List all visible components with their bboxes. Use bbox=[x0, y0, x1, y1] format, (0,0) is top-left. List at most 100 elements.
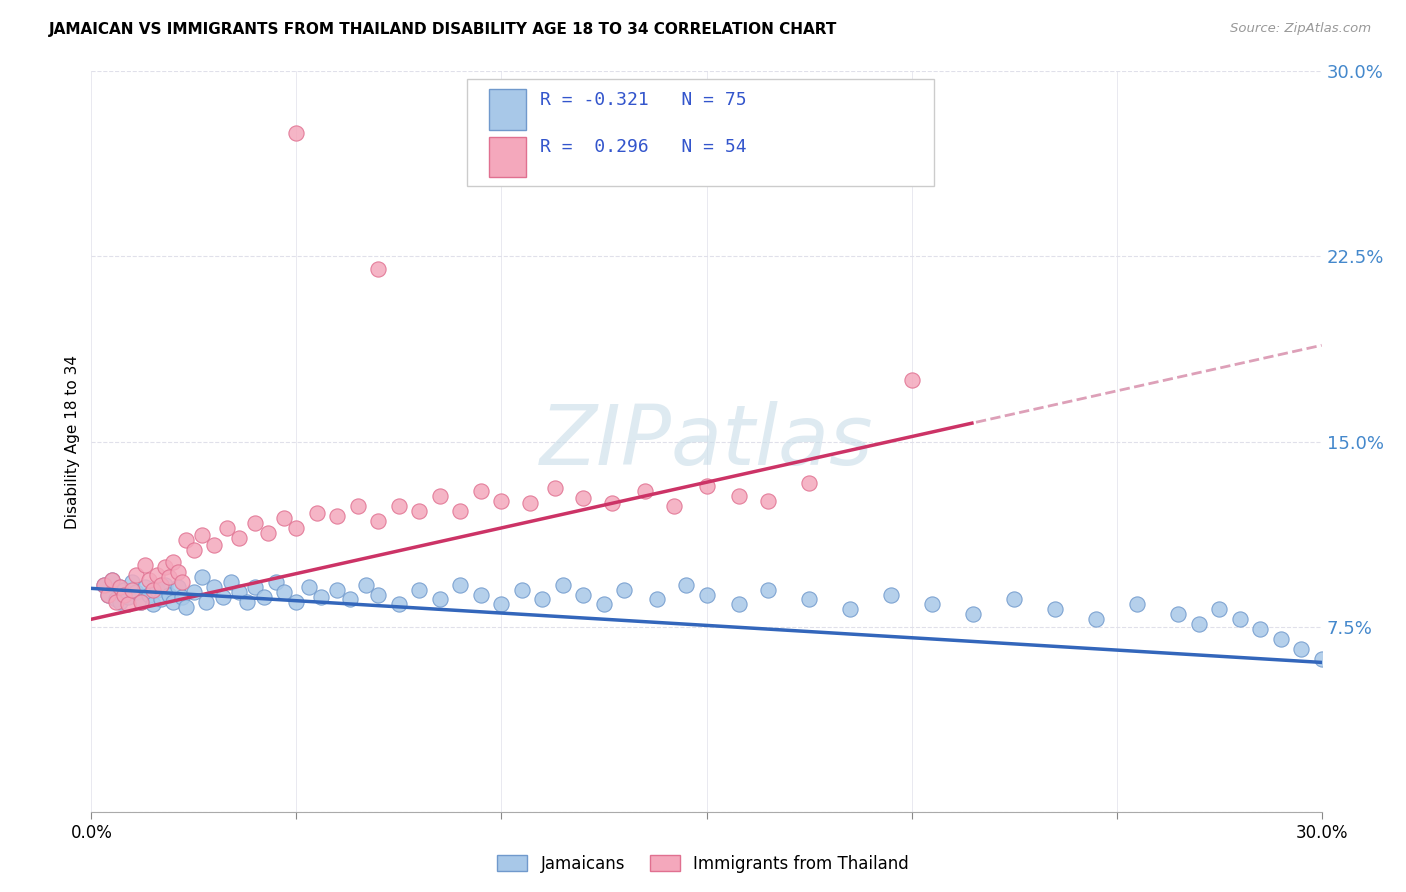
Point bbox=[339, 592, 361, 607]
Point bbox=[105, 595, 127, 609]
Bar bbox=[489, 89, 526, 130]
Point bbox=[121, 582, 143, 597]
Point bbox=[125, 585, 148, 599]
Point bbox=[675, 577, 697, 591]
Point bbox=[108, 580, 131, 594]
Point bbox=[880, 588, 903, 602]
Point bbox=[125, 567, 148, 582]
Point bbox=[839, 602, 862, 616]
Point bbox=[153, 577, 177, 591]
Point bbox=[142, 598, 165, 612]
Point bbox=[388, 499, 411, 513]
Point bbox=[1002, 592, 1025, 607]
Point bbox=[519, 496, 541, 510]
Point bbox=[93, 577, 115, 591]
Point bbox=[170, 575, 193, 590]
Point bbox=[921, 598, 943, 612]
Point bbox=[728, 489, 751, 503]
Point bbox=[117, 590, 139, 604]
Point bbox=[531, 592, 554, 607]
Point bbox=[1270, 632, 1292, 646]
Point bbox=[236, 595, 259, 609]
Point bbox=[162, 556, 184, 570]
Point bbox=[174, 599, 197, 614]
Point bbox=[600, 496, 623, 510]
Point bbox=[108, 595, 131, 609]
Point bbox=[191, 570, 214, 584]
Point bbox=[429, 489, 451, 503]
Point bbox=[97, 588, 120, 602]
Point bbox=[1249, 622, 1271, 636]
Point bbox=[202, 580, 225, 594]
Point bbox=[117, 598, 139, 612]
Point bbox=[662, 499, 685, 513]
Text: JAMAICAN VS IMMIGRANTS FROM THAILAND DISABILITY AGE 18 TO 34 CORRELATION CHART: JAMAICAN VS IMMIGRANTS FROM THAILAND DIS… bbox=[49, 22, 838, 37]
Point bbox=[157, 588, 180, 602]
Point bbox=[138, 573, 160, 587]
Point bbox=[309, 590, 332, 604]
Bar bbox=[489, 136, 526, 178]
Point bbox=[1208, 602, 1230, 616]
Point bbox=[202, 538, 225, 552]
Point bbox=[112, 588, 135, 602]
Point bbox=[285, 521, 308, 535]
Point bbox=[129, 595, 152, 609]
Point bbox=[211, 590, 233, 604]
Point bbox=[105, 592, 127, 607]
Point bbox=[510, 582, 533, 597]
Point bbox=[162, 595, 184, 609]
Point bbox=[470, 483, 492, 498]
Point bbox=[245, 580, 267, 594]
Point bbox=[1289, 641, 1312, 656]
Point bbox=[900, 373, 922, 387]
Point bbox=[150, 592, 173, 607]
Point bbox=[347, 499, 370, 513]
Point bbox=[326, 508, 349, 523]
Point bbox=[551, 577, 574, 591]
Point bbox=[273, 585, 295, 599]
Point bbox=[449, 577, 471, 591]
Point bbox=[97, 588, 120, 602]
Point bbox=[367, 261, 389, 276]
Text: ZIPatlas: ZIPatlas bbox=[540, 401, 873, 482]
Point bbox=[354, 577, 377, 591]
Point bbox=[695, 588, 717, 602]
Point bbox=[215, 521, 238, 535]
Point bbox=[93, 577, 115, 591]
Point bbox=[572, 491, 595, 506]
Point bbox=[797, 592, 820, 607]
Point bbox=[153, 560, 177, 574]
Point bbox=[593, 598, 616, 612]
Point bbox=[962, 607, 984, 622]
Point bbox=[166, 566, 188, 580]
Point bbox=[264, 575, 287, 590]
Point bbox=[326, 582, 349, 597]
Point bbox=[728, 598, 751, 612]
Text: R = -0.321   N = 75: R = -0.321 N = 75 bbox=[540, 91, 747, 110]
Point bbox=[108, 580, 131, 594]
Point bbox=[449, 503, 471, 517]
Point bbox=[756, 493, 779, 508]
Point bbox=[253, 590, 276, 604]
Point bbox=[797, 476, 820, 491]
Point bbox=[429, 592, 451, 607]
Point bbox=[470, 588, 492, 602]
Point bbox=[138, 588, 160, 602]
Point bbox=[183, 543, 205, 558]
Point bbox=[695, 479, 717, 493]
Point bbox=[121, 575, 143, 590]
Point bbox=[183, 585, 205, 599]
Point bbox=[157, 570, 180, 584]
Point bbox=[134, 558, 156, 572]
Point bbox=[654, 138, 676, 153]
Point bbox=[613, 582, 636, 597]
Point bbox=[1126, 598, 1149, 612]
Legend: Jamaicans, Immigrants from Thailand: Jamaicans, Immigrants from Thailand bbox=[491, 848, 915, 880]
Point bbox=[129, 595, 152, 609]
Point bbox=[408, 503, 430, 517]
Point bbox=[256, 525, 278, 540]
Point bbox=[1310, 651, 1333, 665]
Point bbox=[166, 580, 188, 594]
Point bbox=[298, 580, 321, 594]
Y-axis label: Disability Age 18 to 34: Disability Age 18 to 34 bbox=[65, 354, 80, 529]
